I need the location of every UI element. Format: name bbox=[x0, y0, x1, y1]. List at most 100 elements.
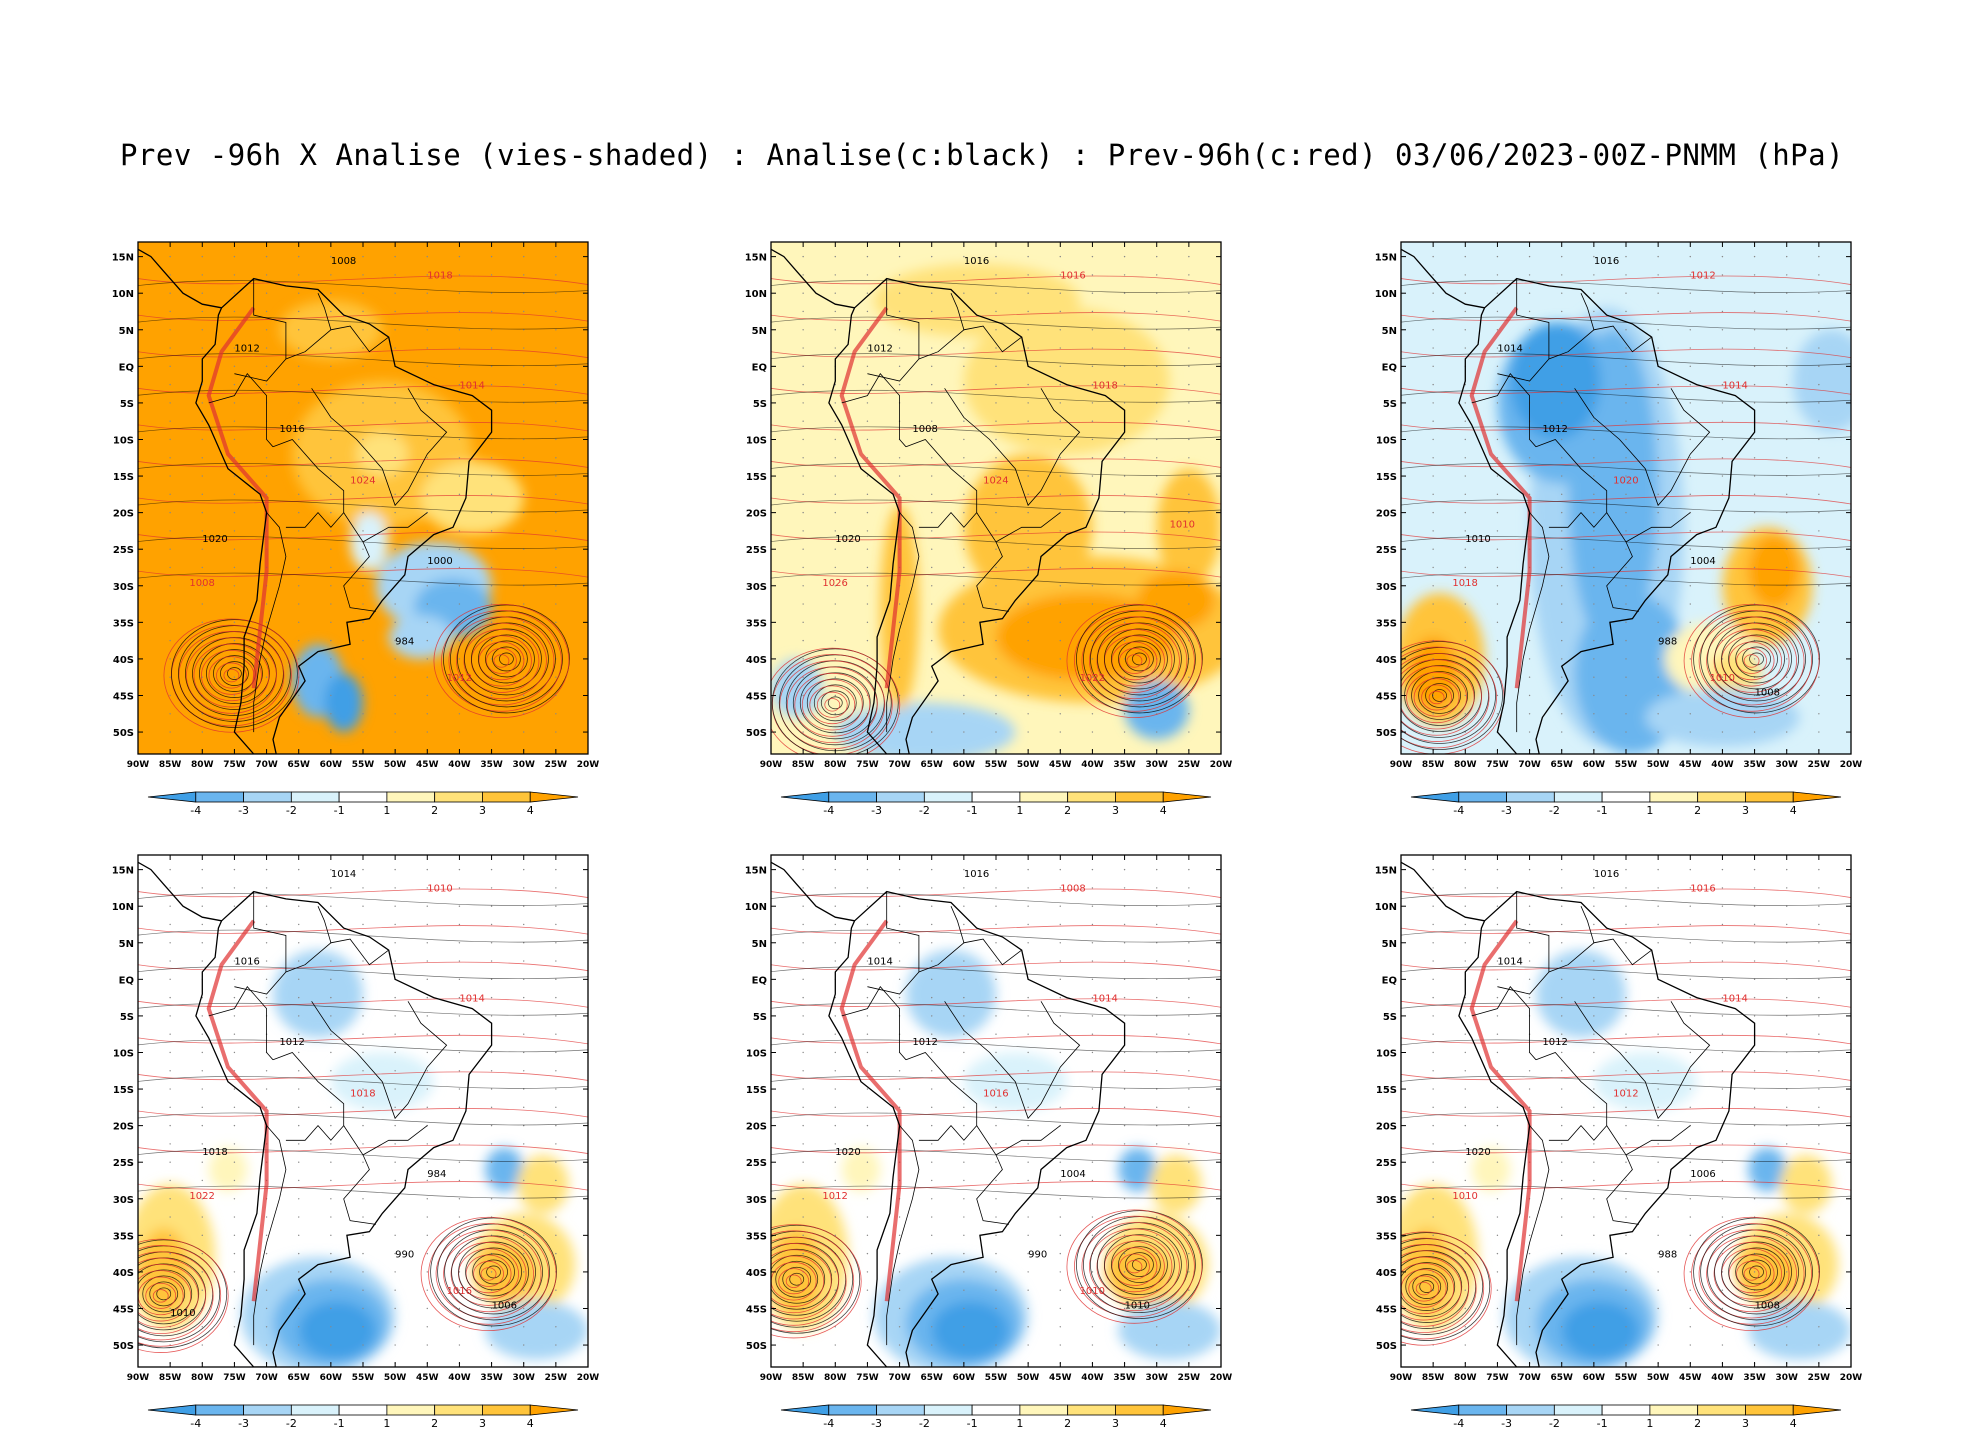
lat-label: 50S bbox=[1376, 1341, 1397, 1352]
lon-label: 55W bbox=[1615, 760, 1638, 770]
lon-label: 35W bbox=[1113, 1373, 1136, 1383]
lat-label: 30S bbox=[113, 1195, 134, 1206]
coastline bbox=[138, 248, 493, 754]
lon-label: 65W bbox=[1550, 760, 1573, 770]
lat-label: 25S bbox=[113, 545, 134, 556]
lat-label: 45S bbox=[113, 1304, 134, 1315]
lat-label: 5S bbox=[1383, 399, 1397, 410]
bias-region bbox=[485, 1301, 588, 1360]
analysis-isobar-label: 1016 bbox=[1594, 256, 1619, 267]
bias-region bbox=[324, 673, 363, 733]
main-title: Prev -96h X Analise (vies-shaded) : Anal… bbox=[119, 138, 1845, 172]
forecast-isobar-label: 1010 bbox=[427, 884, 452, 895]
bias-region bbox=[1748, 1147, 1787, 1192]
lon-label: 35W bbox=[1743, 1373, 1766, 1383]
lon-label: 65W bbox=[920, 760, 943, 770]
analysis-isobar-label: 988 bbox=[1658, 1249, 1677, 1260]
lat-label: 15N bbox=[745, 253, 767, 264]
lat-label: 15S bbox=[1376, 472, 1397, 483]
colorbar-label: -2 bbox=[919, 804, 930, 817]
colorbar-label: 1 bbox=[1646, 804, 1653, 817]
map-svg: BAM1016101210081020101610181024102610221… bbox=[745, 241, 1232, 817]
lat-label: 35S bbox=[1376, 618, 1397, 629]
contour-labels: 1016 1012 1008 1020 1016 1018 1024 1026 1022 1010 bbox=[822, 256, 1195, 684]
bias-region bbox=[1510, 322, 1601, 440]
colorbar-label: -3 bbox=[871, 804, 882, 817]
map-area: 1016 1014 1012 1010 988 1004 1008 1012 1014 1020 1… bbox=[1401, 242, 1851, 754]
axis-labels: 15N 10N 5N EQ 5S 10S 15S 20S 25S 30S 35S 40S 45S 50S 9… bbox=[1375, 855, 1862, 1383]
lon-label: 60W bbox=[320, 1373, 343, 1383]
colorbar-label: -1 bbox=[334, 804, 345, 817]
lat-label: 5S bbox=[120, 399, 134, 410]
bias-region bbox=[420, 461, 524, 535]
colorbar-label: -4 bbox=[190, 1417, 201, 1430]
lon-label: 25W bbox=[545, 1373, 568, 1383]
analysis-isobar-label: 1008 bbox=[1755, 687, 1780, 698]
bias-region bbox=[1124, 680, 1189, 740]
lat-label: 30S bbox=[113, 582, 134, 593]
bias-region bbox=[1645, 688, 1800, 747]
lon-label: 30W bbox=[1775, 1373, 1798, 1383]
analysis-isobar-label: 1020 bbox=[1465, 1147, 1490, 1158]
lon-label: 90W bbox=[1390, 760, 1413, 770]
lon-label: 65W bbox=[920, 1373, 943, 1383]
analysis-isobar-label: 1012 bbox=[1542, 1037, 1567, 1048]
colorbar-label: 1 bbox=[1646, 1417, 1653, 1430]
analysis-isobar-label: 984 bbox=[427, 1169, 446, 1180]
analysis-isobar-label: 1018 bbox=[202, 1147, 227, 1158]
colorbar: -4 -3 -2 -1 1 2 3 4 bbox=[780, 791, 1212, 817]
colorbar-label: 4 bbox=[1160, 1417, 1167, 1430]
colorbar: -4 -3 -2 -1 1 2 3 4 bbox=[1410, 791, 1842, 817]
colorbar-segment bbox=[338, 791, 388, 803]
bias-region bbox=[1137, 571, 1215, 630]
colorbar-segment bbox=[1115, 1404, 1164, 1416]
analysis-isobar-label: 1012 bbox=[912, 1037, 937, 1048]
contour-labels: 1016 1014 1012 1010 988 1004 1008 1012 1014 1020 1… bbox=[1452, 256, 1780, 699]
lat-label: 10S bbox=[1376, 435, 1397, 446]
lon-label: 70W bbox=[1518, 1373, 1541, 1383]
forecast-isobar-label: 1014 bbox=[1722, 993, 1747, 1004]
lat-label: EQ bbox=[752, 975, 767, 986]
forecast-isobar-label: 1014 bbox=[1722, 380, 1747, 391]
lat-label: 35S bbox=[746, 618, 767, 629]
lat-label: 40S bbox=[746, 1268, 767, 1279]
bias-region bbox=[963, 307, 1170, 455]
axis-labels: 15N 10N 5N EQ 5S 10S 15S 20S 25S 30S 35S 40S 45S 50S 9… bbox=[745, 242, 1232, 770]
bias-region bbox=[1150, 1154, 1202, 1214]
bias-region bbox=[1780, 1154, 1832, 1214]
colorbar-label: -3 bbox=[1501, 1417, 1512, 1430]
colorbar-segment bbox=[923, 791, 973, 803]
lon-label: 75W bbox=[223, 1373, 246, 1383]
colorbar-label: -1 bbox=[967, 1417, 978, 1430]
colorbar-label: -1 bbox=[1597, 804, 1608, 817]
map-svg: GFS1016101410121020990100410101008101410… bbox=[745, 854, 1232, 1430]
forecast-isobar-label: 1022 bbox=[189, 1191, 214, 1202]
lat-label: 20S bbox=[746, 509, 767, 520]
colorbar-label: 4 bbox=[527, 804, 534, 817]
forecast-isobar-label: 1024 bbox=[350, 475, 375, 486]
lon-label: 80W bbox=[824, 760, 847, 770]
lon-label: 85W bbox=[792, 760, 815, 770]
lat-label: 35S bbox=[113, 618, 134, 629]
colorbar-segment bbox=[482, 791, 531, 803]
colorbar-segment bbox=[1067, 1404, 1116, 1416]
analysis-isobar-label: 1016 bbox=[234, 957, 259, 968]
bias-region bbox=[873, 263, 1080, 338]
colorbar-label: -4 bbox=[190, 804, 201, 817]
lat-label: 10S bbox=[746, 1048, 767, 1059]
bias-region bbox=[273, 950, 363, 1038]
colorbar-segment bbox=[1745, 1404, 1794, 1416]
colorbar-segment bbox=[1601, 791, 1651, 803]
colorbar-label: 2 bbox=[1064, 1417, 1071, 1430]
colorbar-label: 3 bbox=[1742, 804, 1749, 817]
lat-label: 5N bbox=[1382, 939, 1397, 950]
lat-label: 10S bbox=[113, 435, 134, 446]
lat-label: 50S bbox=[746, 1341, 767, 1352]
lon-label: 65W bbox=[287, 760, 310, 770]
lat-label: EQ bbox=[119, 362, 134, 373]
colorbar-label: -3 bbox=[871, 1417, 882, 1430]
lat-label: 45S bbox=[746, 691, 767, 702]
axis-labels: 15N 10N 5N EQ 5S 10S 15S 20S 25S 30S 35S 40S 45S 50S 9… bbox=[1375, 242, 1862, 770]
lat-label: 15S bbox=[113, 1085, 134, 1096]
colorbar-label: -2 bbox=[1549, 804, 1560, 817]
